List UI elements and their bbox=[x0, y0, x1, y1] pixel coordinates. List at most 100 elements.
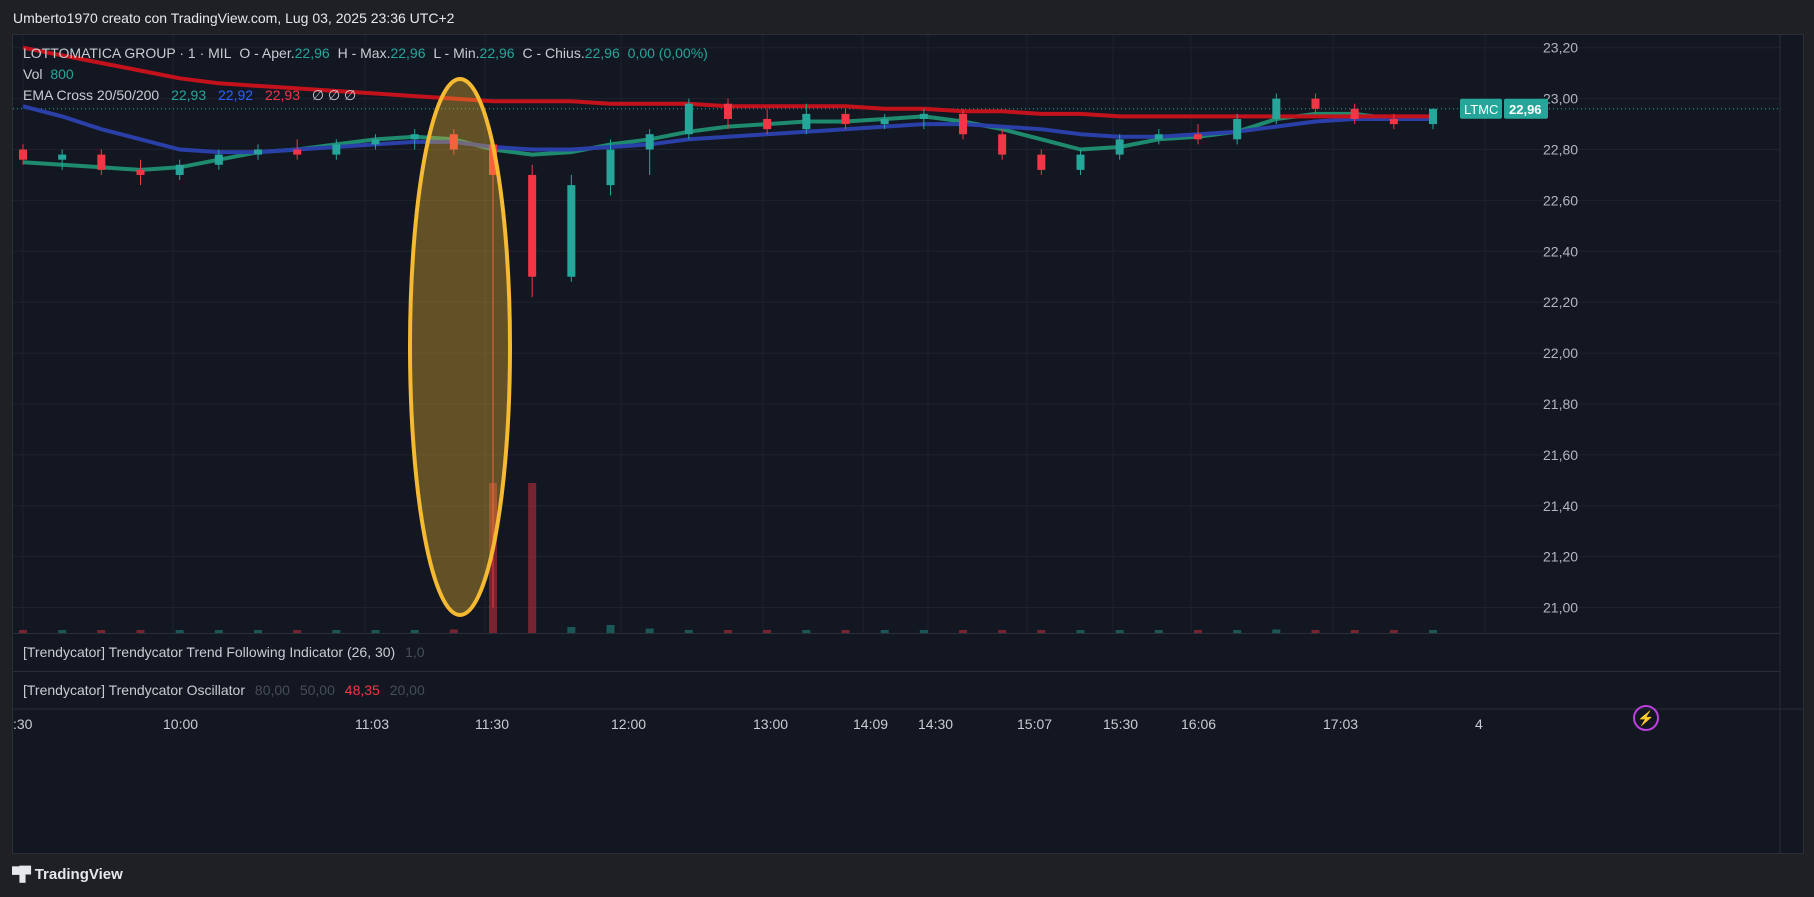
ema200-value: 22,93 bbox=[264, 87, 300, 103]
volume-bar bbox=[58, 630, 67, 633]
chart-attribution: Umberto1970 creato con TradingView.com, … bbox=[13, 10, 455, 26]
volume-bar bbox=[1311, 630, 1320, 633]
trend-indicator-label: [Trendycator] Trendycator Trend Followin… bbox=[23, 644, 396, 660]
volume-bar bbox=[724, 630, 732, 633]
volume-legend[interactable]: Vol 800 bbox=[23, 66, 78, 82]
candle-body bbox=[175, 164, 184, 175]
volume-bar bbox=[919, 630, 928, 633]
candle-body bbox=[19, 149, 27, 160]
candle-body bbox=[410, 134, 419, 140]
candle-body bbox=[959, 113, 967, 135]
candle-body bbox=[802, 113, 811, 130]
candle-body bbox=[645, 134, 654, 150]
open-label: O - Aper. bbox=[239, 45, 295, 61]
x-tick-label: 12:00 bbox=[611, 716, 646, 732]
y-tick-label: 22,00 bbox=[1543, 345, 1578, 361]
x-tick-label: :30 bbox=[13, 716, 33, 732]
y-tick-label: 21,00 bbox=[1543, 600, 1578, 616]
oscillator-80: 80,00 bbox=[254, 682, 290, 698]
candle-body bbox=[841, 113, 850, 125]
volume-bar bbox=[959, 630, 967, 633]
symbol-legend: LOTTOMATICA GROUP · 1 · MIL O - Aper.22,… bbox=[23, 45, 712, 61]
symbol-tag-bg bbox=[1460, 98, 1502, 119]
y-tick-label: 23,00 bbox=[1543, 91, 1578, 107]
candle-body bbox=[606, 149, 615, 186]
symbol-name[interactable]: LOTTOMATICA GROUP · 1 · MIL bbox=[23, 45, 232, 61]
volume-bar bbox=[684, 630, 693, 633]
ema50-value: 22,92 bbox=[218, 87, 254, 103]
footer-brand[interactable]: ▀▛ TradingView bbox=[12, 866, 123, 883]
low-value: 22,96 bbox=[479, 45, 515, 61]
volume-bar bbox=[293, 630, 302, 633]
y-tick-label: 21,60 bbox=[1543, 447, 1578, 463]
volume-bar bbox=[1154, 630, 1163, 633]
oscillator-value: 48,35 bbox=[344, 682, 380, 698]
close-label: C - Chius. bbox=[522, 45, 585, 61]
volume-bar bbox=[1233, 630, 1242, 633]
x-tick-label: 14:30 bbox=[918, 716, 953, 732]
volume-bar bbox=[880, 630, 889, 633]
volume-bar bbox=[841, 630, 850, 633]
candle-body bbox=[1272, 98, 1281, 119]
trend-indicator-value: 1,0 bbox=[405, 644, 425, 660]
y-tick-label: 21,40 bbox=[1543, 498, 1578, 514]
volume-bar bbox=[1194, 630, 1202, 633]
open-value: 22,96 bbox=[294, 45, 330, 61]
y-tick-label: 23,20 bbox=[1543, 40, 1578, 56]
candle-body bbox=[136, 169, 145, 175]
trend-indicator-pane[interactable]: [Trendycator] Trendycator Trend Followin… bbox=[13, 633, 1780, 671]
volume-bar bbox=[1429, 630, 1437, 633]
volume-bar bbox=[1389, 630, 1398, 633]
volume-bar bbox=[214, 630, 223, 633]
volume-bar bbox=[606, 625, 615, 633]
volume-bar bbox=[1350, 630, 1359, 633]
y-tick-label: 21,20 bbox=[1543, 549, 1578, 565]
candle-body bbox=[1389, 118, 1398, 125]
volume-bar bbox=[1272, 629, 1281, 633]
candle-body bbox=[684, 103, 693, 135]
x-tick-label: 14:09 bbox=[853, 716, 888, 732]
close-value: 22,96 bbox=[584, 45, 620, 61]
volume-value: 800 bbox=[50, 66, 74, 82]
x-tick-label: 15:07 bbox=[1017, 716, 1052, 732]
volume-label: Vol bbox=[23, 66, 43, 82]
candle-body bbox=[1350, 108, 1359, 119]
volume-bar bbox=[254, 630, 262, 633]
volume-bar bbox=[645, 628, 654, 633]
chart-frame[interactable]: 23,20 23,00 22,80 22,60 22,40 22,20 22,00 21,80… bbox=[12, 34, 1804, 854]
volume-bar bbox=[371, 630, 380, 633]
volume-bar bbox=[1115, 630, 1124, 633]
candle-body bbox=[1194, 134, 1202, 140]
volume-bar bbox=[449, 629, 458, 633]
candle-body bbox=[528, 174, 537, 277]
candle-body bbox=[567, 185, 576, 277]
ema-legend[interactable]: EMA Cross 20/50/200 22,93 22,92 22,93 ∅ … bbox=[23, 87, 360, 104]
candle-body bbox=[489, 144, 497, 175]
candle-body bbox=[724, 103, 732, 119]
low-label: L - Min. bbox=[433, 45, 480, 61]
volume-bar bbox=[528, 483, 537, 633]
oscillator-50: 50,00 bbox=[299, 682, 335, 698]
candle-body bbox=[763, 118, 772, 130]
candle-body bbox=[97, 154, 106, 170]
y-tick-label: 21,80 bbox=[1543, 396, 1578, 412]
candle-body bbox=[1037, 154, 1046, 170]
candle-body bbox=[332, 144, 341, 155]
volume-bar bbox=[19, 630, 27, 633]
volume-bar bbox=[175, 630, 184, 633]
lightning-icon[interactable]: ⚡ bbox=[1633, 705, 1659, 731]
candle-body bbox=[919, 113, 928, 119]
footer-brand-label: TradingView bbox=[34, 866, 123, 883]
candle-body bbox=[1076, 154, 1085, 170]
x-tick-label: 4 bbox=[1475, 716, 1483, 732]
y-tick-label: 22,60 bbox=[1543, 192, 1578, 208]
volume-bar bbox=[802, 630, 811, 633]
y-tick-label: 22,80 bbox=[1543, 142, 1578, 158]
oscillator-pane[interactable]: [Trendycator] Trendycator Oscillator 80,… bbox=[13, 671, 1780, 709]
candle-body bbox=[449, 134, 458, 150]
volume-bar bbox=[998, 630, 1007, 633]
candle-body bbox=[1311, 98, 1320, 109]
price-chart[interactable]: 23,20 23,00 22,80 22,60 22,40 22,20 22,00 21,80… bbox=[13, 35, 1803, 853]
high-label: H - Max. bbox=[337, 45, 391, 61]
candle-body bbox=[1233, 118, 1242, 140]
